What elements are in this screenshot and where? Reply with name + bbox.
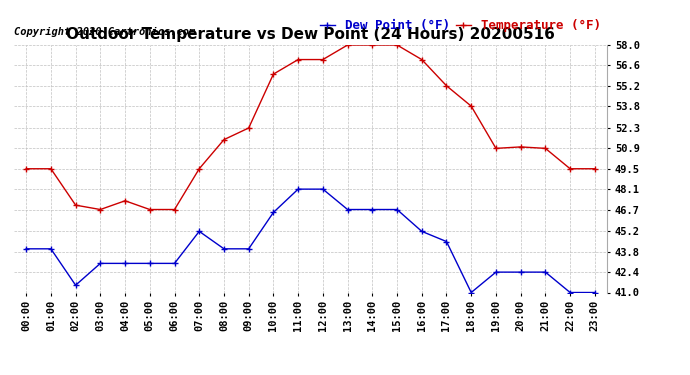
Title: Outdoor Temperature vs Dew Point (24 Hours) 20200516: Outdoor Temperature vs Dew Point (24 Hou…: [66, 27, 555, 42]
Legend: Dew Point (°F), Temperature (°F): Dew Point (°F), Temperature (°F): [319, 19, 601, 32]
Text: Copyright 2020 Cartronics.com: Copyright 2020 Cartronics.com: [14, 27, 195, 37]
